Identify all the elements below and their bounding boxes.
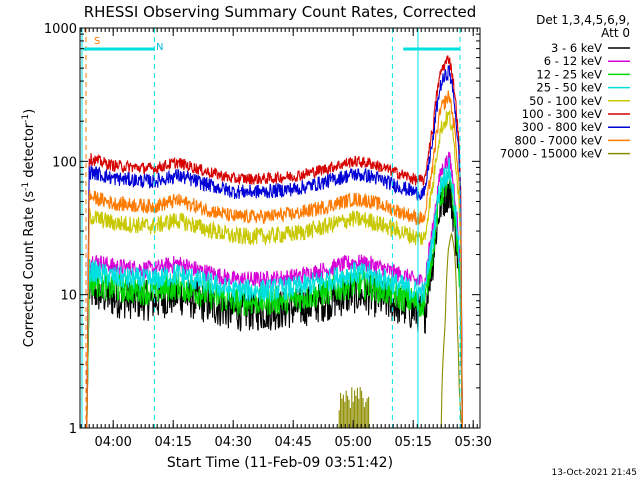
plot-timestamp: 13-Oct-2021 21:45 bbox=[552, 468, 637, 478]
x-axis-label: Start Time (11-Feb-09 03:51:42) bbox=[167, 455, 393, 471]
chart-title: RHESSI Observing Summary Count Rates, Co… bbox=[84, 3, 477, 21]
series-line-800-7000-kev bbox=[86, 90, 463, 429]
y-axis-label-end: ) bbox=[22, 109, 37, 114]
axis-layer: 04:00 04:15 04:30 04:45 05:00 05:15 05:30 1 10 10… bbox=[44, 22, 492, 450]
legend-label: 7000 - 15000 keV bbox=[500, 147, 602, 161]
x-tick-label: 04:15 bbox=[154, 435, 191, 450]
marker-layer bbox=[81, 28, 461, 428]
legend-label: 25 - 50 keV bbox=[536, 81, 602, 95]
y-axis-label-sup2: -1 bbox=[21, 114, 31, 123]
legend-label: 800 - 7000 keV bbox=[514, 133, 602, 147]
legend-header-line1: Det 1,3,4,5,6,9, bbox=[536, 13, 630, 27]
series-line-6-12-kev bbox=[86, 151, 463, 429]
y-axis-label: Corrected Count Rate (s-1 detector-1) bbox=[21, 109, 37, 347]
legend-label: 50 - 100 keV bbox=[529, 94, 602, 108]
legend-label: 3 - 6 keV bbox=[551, 41, 602, 55]
legend-header-line2: Att 0 bbox=[601, 26, 630, 40]
legend-label: 100 - 300 keV bbox=[522, 107, 602, 121]
night-flag-label: N bbox=[156, 42, 163, 53]
x-tick-label: 04:30 bbox=[214, 435, 251, 450]
series-line-300-800-kev bbox=[86, 65, 463, 429]
y-tick-label: 1 bbox=[69, 422, 77, 437]
series-layer bbox=[86, 55, 463, 429]
y-axis-label-main: Corrected Count Rate (s bbox=[22, 191, 37, 348]
y-tick-label: 100 bbox=[52, 155, 77, 170]
series-line-25-50-kev bbox=[86, 157, 463, 429]
plot-frame bbox=[79, 27, 481, 429]
x-tick-label: 04:00 bbox=[94, 435, 131, 450]
series-line-7000-15000-kev bbox=[338, 232, 462, 429]
series-line-50-100-kev bbox=[86, 110, 463, 429]
x-tick-label: 05:00 bbox=[334, 435, 371, 450]
series-line-100-300-kev bbox=[86, 55, 463, 429]
y-axis-label-mid: detector bbox=[22, 122, 37, 182]
x-tick-label: 04:45 bbox=[274, 435, 311, 450]
x-tick-label: 05:30 bbox=[454, 435, 491, 450]
y-tick-label: 1000 bbox=[44, 22, 77, 37]
saa-flag-label: S bbox=[94, 36, 100, 47]
legend-label: 6 - 12 keV bbox=[544, 54, 602, 68]
legend-label: 12 - 25 keV bbox=[536, 67, 602, 81]
legend-label: 300 - 800 keV bbox=[522, 120, 602, 134]
y-tick-label: 10 bbox=[60, 289, 77, 304]
x-tick-label: 05:15 bbox=[394, 435, 431, 450]
y-axis-label-sup1: -1 bbox=[21, 182, 31, 191]
